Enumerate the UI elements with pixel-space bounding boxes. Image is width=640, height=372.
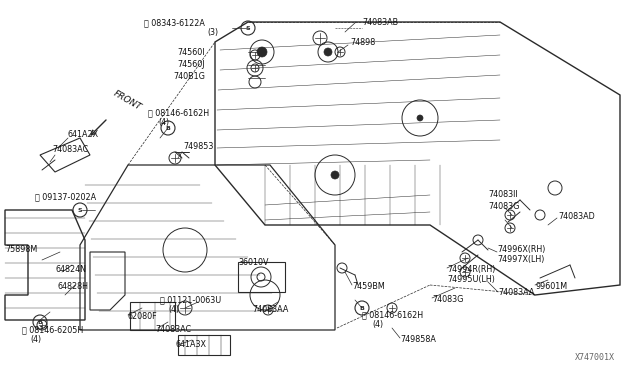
Text: 641A2X: 641A2X — [68, 130, 99, 139]
Text: Ⓑ 08146-6162H: Ⓑ 08146-6162H — [148, 108, 209, 117]
Text: 7459BM: 7459BM — [352, 282, 385, 291]
Text: 740B1G: 740B1G — [173, 72, 205, 81]
Text: 749853: 749853 — [183, 142, 213, 151]
Text: 64824N: 64824N — [55, 265, 86, 274]
Text: (4): (4) — [30, 335, 41, 344]
Text: 74083G: 74083G — [488, 202, 520, 211]
Text: B: B — [38, 320, 42, 324]
Text: 74995U(LH): 74995U(LH) — [447, 275, 495, 284]
Text: Ⓢ 09137-0202A: Ⓢ 09137-0202A — [35, 192, 96, 201]
Text: 74560J: 74560J — [177, 60, 205, 69]
Text: 74083G: 74083G — [432, 295, 463, 304]
Text: 641A3X: 641A3X — [175, 340, 206, 349]
Text: FRONT: FRONT — [112, 89, 143, 112]
Text: 74997X(LH): 74997X(LH) — [497, 255, 545, 264]
Text: Ⓑ 08146-6205H: Ⓑ 08146-6205H — [22, 325, 83, 334]
Text: Ⓑ 08146-6162H: Ⓑ 08146-6162H — [362, 310, 423, 319]
Text: 74083AB: 74083AB — [362, 18, 398, 27]
Text: 749858A: 749858A — [400, 335, 436, 344]
Text: Ⓢ 01121-0063U: Ⓢ 01121-0063U — [160, 295, 221, 304]
Circle shape — [331, 171, 339, 179]
Text: 75898M: 75898M — [5, 245, 37, 254]
Text: (4): (4) — [372, 320, 383, 329]
Circle shape — [257, 47, 267, 57]
Circle shape — [324, 48, 332, 56]
Text: (3): (3) — [207, 28, 218, 37]
Text: 74083II: 74083II — [488, 190, 518, 199]
Text: 36010V: 36010V — [238, 258, 269, 267]
Text: S: S — [77, 208, 83, 212]
Text: 74083AC: 74083AC — [155, 325, 191, 334]
Text: 74560I: 74560I — [177, 48, 205, 57]
Text: 74083AA: 74083AA — [498, 288, 534, 297]
Text: B: B — [360, 305, 364, 311]
Text: 74083AA: 74083AA — [252, 305, 289, 314]
Circle shape — [417, 115, 423, 121]
Text: 74996X(RH): 74996X(RH) — [497, 245, 545, 254]
Text: 99601M: 99601M — [535, 282, 567, 291]
Text: 74083AD: 74083AD — [558, 212, 595, 221]
Text: (4): (4) — [168, 305, 179, 314]
Text: 64828H: 64828H — [58, 282, 89, 291]
Text: 74994R(RH): 74994R(RH) — [447, 265, 495, 274]
Text: X747001X: X747001X — [575, 353, 615, 362]
Text: B: B — [166, 125, 170, 131]
Text: 74898: 74898 — [350, 38, 375, 47]
Text: (4): (4) — [158, 118, 169, 127]
Text: 74083AC: 74083AC — [52, 145, 88, 154]
Text: S: S — [246, 26, 250, 31]
Text: 62080F: 62080F — [128, 312, 157, 321]
Text: Ⓢ 08343-6122A: Ⓢ 08343-6122A — [144, 18, 205, 27]
